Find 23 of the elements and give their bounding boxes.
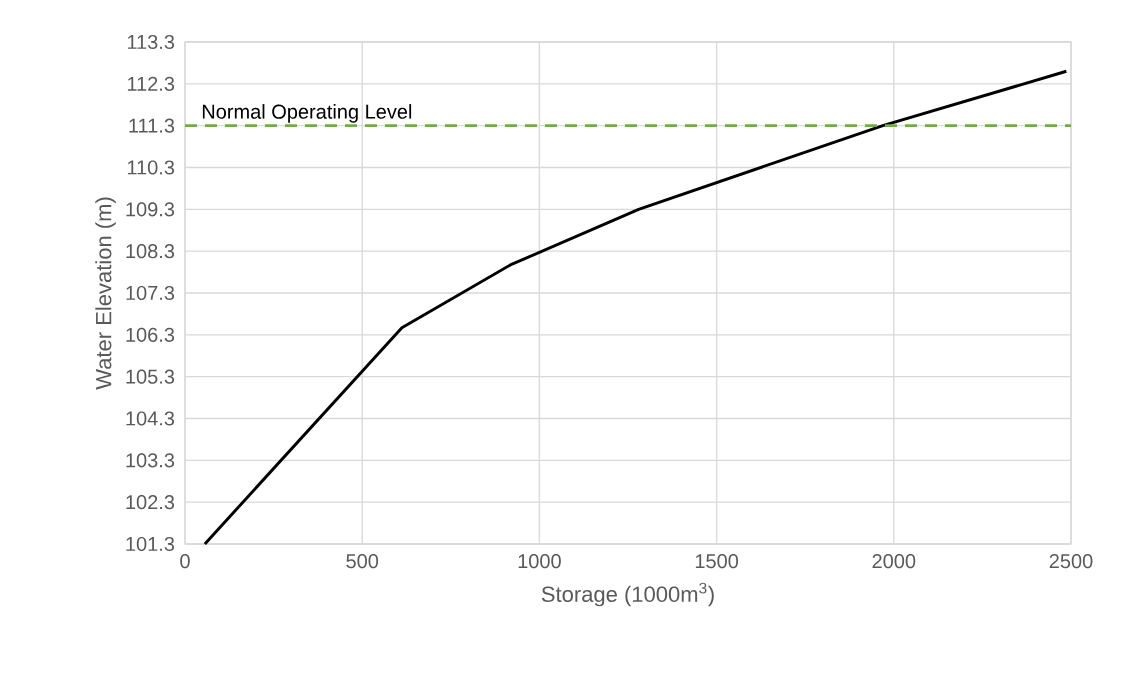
y-tick-label: 110.3: [127, 160, 175, 175]
y-tick-label: 102.3: [126, 495, 175, 510]
x-tick-label: 500: [346, 554, 379, 569]
y-tick-label: 109.3: [126, 202, 175, 217]
x-axis-title: Storage (1000m$^{3}$): [541, 582, 714, 607]
x-tick-label: 1500: [695, 554, 739, 569]
x-tick-label: 0: [180, 554, 190, 569]
y-tick-label: 103.3: [126, 453, 175, 468]
y-tick-label: 105.3: [126, 369, 175, 384]
y-tick-label: 111.3: [129, 118, 175, 133]
y-tick-label: 113.3: [127, 34, 175, 50]
y-tick-label: 112.3: [127, 76, 175, 91]
y-tick-label: 104.3: [126, 411, 175, 426]
x-tick-label: 2000: [872, 554, 916, 569]
y-tick-label: 108.3: [126, 244, 175, 259]
y-axis-title: Water Elevation (m): [95, 197, 116, 390]
line-series: [203, 69, 1068, 546]
ref-line-label: Normal Operating Level: [202, 104, 412, 123]
y-tick-label: 107.3: [126, 285, 175, 301]
y-tick-label: 106.3: [126, 327, 175, 342]
x-tick-label: 2500: [1049, 554, 1093, 569]
y-tick-label: 101.3: [126, 536, 175, 552]
x-tick-label: 1000: [518, 554, 561, 569]
